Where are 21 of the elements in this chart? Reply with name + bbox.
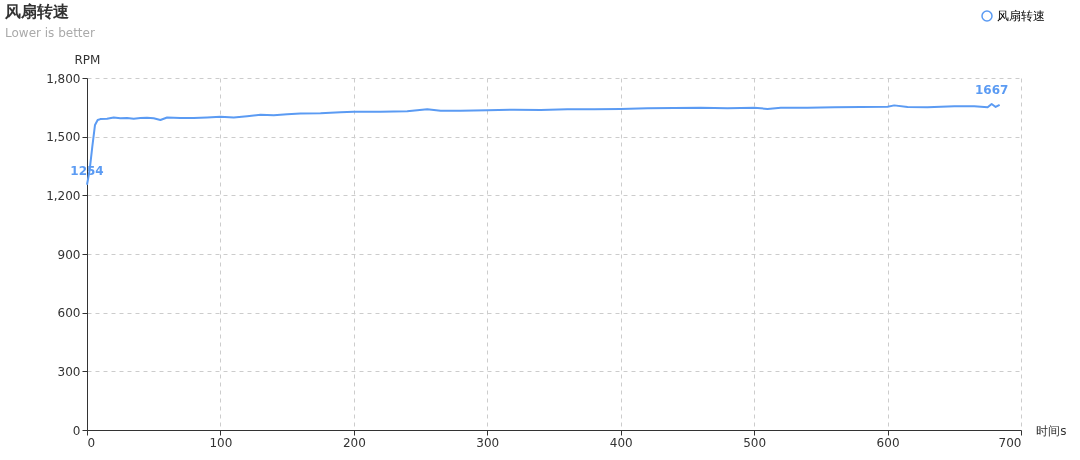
x-axis-title: 时间s	[1036, 423, 1067, 438]
annotation: 1667	[974, 83, 1009, 98]
y-tick-label: 1,500	[46, 130, 81, 145]
x-tick-label: 100	[209, 435, 233, 450]
y-tick-label: 1,800	[46, 71, 81, 86]
y-tick-label: 0	[72, 423, 81, 438]
x-tick-label: 300	[476, 435, 500, 450]
y-tick-label: 1,200	[46, 188, 81, 203]
x-tick-label: 700	[998, 435, 1022, 450]
chart-title: 风扇转速	[4, 2, 70, 21]
y-tick-label: 600	[57, 306, 81, 321]
y-axis-title: RPM	[74, 52, 101, 67]
chart-subtitle: Lower is better	[5, 26, 95, 40]
legend-label: 风扇转速	[997, 9, 1045, 23]
x-tick-label: 600	[876, 435, 900, 450]
y-tick-label: 900	[57, 247, 81, 262]
y-tick-label: 300	[57, 364, 81, 379]
x-tick-label: 200	[342, 435, 366, 450]
x-tick-label: 0	[87, 435, 96, 450]
x-tick-label: 400	[609, 435, 633, 450]
x-tick-label: 500	[743, 435, 767, 450]
